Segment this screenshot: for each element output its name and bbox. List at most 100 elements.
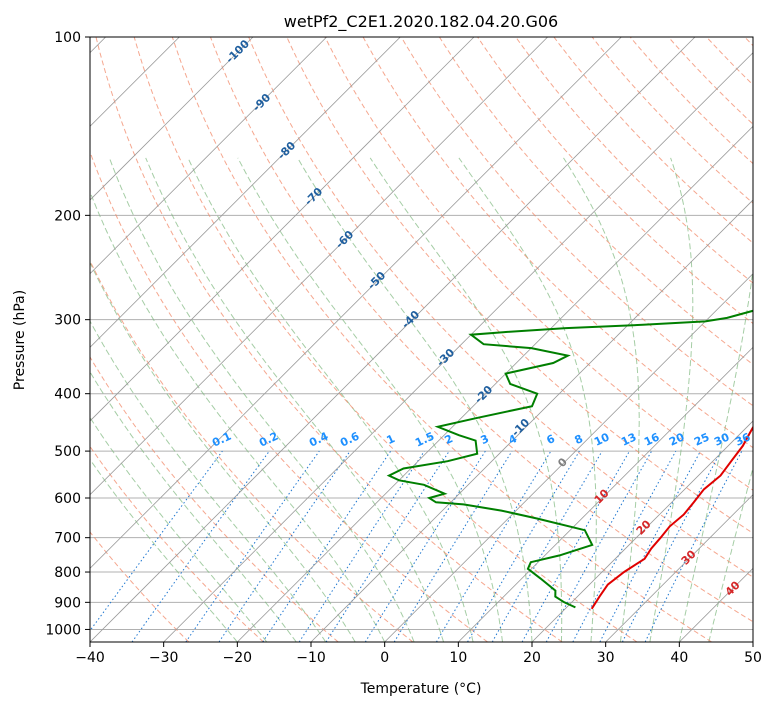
dry-adiabat-line [95, 37, 563, 642]
x-tick-label: 50 [744, 650, 762, 666]
moist-adiabat-line [369, 157, 563, 642]
isotherm-line [310, 199, 753, 642]
dry-adiabat-line [90, 150, 488, 642]
mixing-ratio-line [467, 450, 580, 642]
mixing-ratio-line [218, 450, 351, 642]
dry-adiabat-line [286, 37, 753, 534]
isotherms [90, 37, 753, 642]
dewpoint-profile-line [386, 309, 753, 609]
isotherm-line [90, 37, 401, 348]
dry-adiabat-line [591, 37, 753, 204]
dry-adiabat-line [515, 37, 753, 284]
mixing-ratio-label: 0.2 [257, 430, 280, 450]
y-tick-label: 500 [54, 444, 81, 460]
mixing-ratio-label: 8 [573, 432, 585, 447]
dry-adiabat-label: -100 [223, 37, 252, 66]
moist-adiabat-line [237, 157, 503, 642]
moist-adiabat-line [90, 416, 268, 642]
mixing-ratio-line [298, 450, 425, 642]
chart-title: wetPf2_C2E1.2020.182.04.20.G06 [284, 12, 558, 32]
moist-adiabat-line [108, 157, 415, 642]
dry-adiabat-label: -20 [472, 383, 495, 406]
dry-adiabat-line [553, 37, 753, 244]
dry-adiabat-label: -40 [399, 308, 422, 331]
dry-adiabat-line [210, 37, 753, 623]
x-tick-label: −40 [75, 650, 105, 666]
axes-layer: −40 −30 −20 −10 0 10 20 30 40 5010009008007006005… [45, 30, 762, 666]
mixing-ratio-label: 13 [619, 430, 638, 448]
mixing-ratio-line [435, 450, 552, 642]
plot-area: -100-90-80-70-60-50-40-30-20-100.1 0.2 0.4… [90, 37, 753, 642]
isotherm-line [90, 37, 548, 496]
y-tick-label: 900 [54, 595, 81, 611]
moist-adiabat-line [563, 157, 640, 642]
dry-adiabat-line [90, 445, 264, 642]
x-tick-label: −30 [149, 650, 179, 666]
mixing-ratio-line [131, 450, 270, 642]
mixing-ratio-label: 2 [443, 432, 455, 447]
mixing-ratio-line [393, 450, 513, 642]
mixing-ratio-label: 10 [592, 430, 612, 448]
y-tick-label: 1000 [45, 622, 81, 638]
x-axis-label: Temperature (°C) [360, 681, 482, 697]
mixing-ratio-label: 36 [733, 430, 753, 448]
x-tick-label: 40 [670, 650, 688, 666]
isotherm-line [384, 273, 753, 642]
mixing-ratio-line [325, 450, 450, 642]
dry-adiabats [90, 37, 753, 642]
dry-adiabat-label: -50 [365, 269, 388, 292]
dry-adiabat-line [362, 37, 753, 449]
mixing-ratio-label: 0.1 [210, 430, 233, 450]
mixing-ratio-lines [90, 450, 743, 642]
y-tick-label: 200 [54, 208, 81, 224]
moist-adiabat-label: 0 [555, 455, 570, 470]
mixing-ratio-label: 30 [712, 430, 732, 448]
moist-adiabat-label: 10 [592, 486, 612, 506]
moist-adiabat-line [297, 157, 533, 642]
mixing-ratio-line [572, 450, 677, 642]
isotherm-line [90, 37, 254, 201]
temperature-profile-line [590, 425, 753, 610]
moist-adiabat-line [678, 266, 753, 642]
moist-adiabats [90, 157, 753, 642]
isotherm-line [531, 420, 753, 642]
x-tick-label: 30 [597, 650, 615, 666]
x-tick-label: −20 [223, 650, 253, 666]
dry-adiabat-line [744, 37, 753, 47]
mixing-ratio-line [90, 450, 223, 632]
dry-adiabat-line [706, 37, 753, 86]
y-tick-label: 100 [54, 30, 81, 46]
mixing-ratio-line [185, 450, 320, 642]
dry-adiabat-label: -90 [250, 91, 273, 114]
mixing-ratio-label: 1 [385, 432, 397, 447]
dry-adiabat-line [668, 37, 753, 125]
mixing-ratio-line [262, 450, 392, 642]
moist-adiabat-line [90, 370, 297, 642]
isotherm-line [752, 641, 753, 642]
isotherm-line [237, 125, 753, 642]
y-tick-label: 800 [54, 565, 81, 581]
moist-adiabat-line [90, 458, 238, 642]
grid-layer [90, 37, 753, 630]
isotherm-line [90, 37, 327, 275]
dry-adiabat-line [248, 37, 753, 578]
y-tick-label: 300 [54, 313, 81, 329]
y-tick-label: 600 [54, 491, 81, 507]
dry-adiabat-line [400, 37, 753, 407]
x-tick-label: 20 [523, 650, 541, 666]
moist-adiabat-label: 30 [679, 547, 699, 567]
series-layer [386, 309, 753, 610]
y-tick-label: 700 [54, 531, 81, 547]
moist-adiabat-line [649, 157, 694, 642]
isotherm-line [458, 346, 753, 642]
moist-adiabat-line [708, 466, 753, 642]
mixing-ratio-line [521, 450, 630, 642]
mixing-ratio-label: 25 [692, 430, 711, 448]
dry-adiabat-line [90, 259, 414, 642]
isotherm-line [679, 567, 753, 642]
y-axis-label: Pressure (hPa) [12, 290, 28, 390]
dry-adiabat-line [90, 531, 190, 642]
mixing-ratio-label: 20 [667, 430, 687, 448]
isotherm-line [605, 494, 753, 642]
